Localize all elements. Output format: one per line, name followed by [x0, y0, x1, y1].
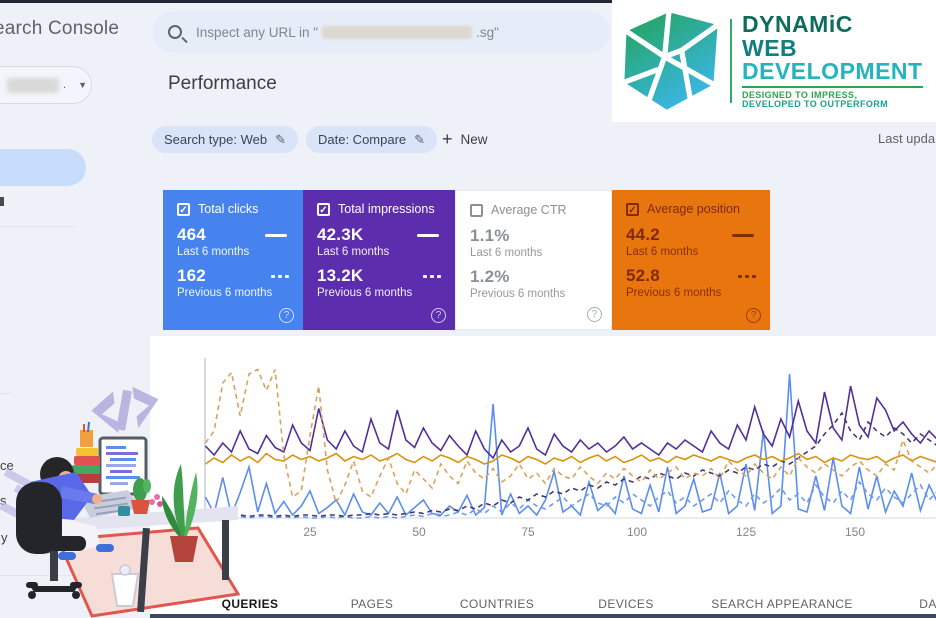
- tab-devices[interactable]: DEVICES: [598, 597, 654, 611]
- sidebar-text-fragment: [0, 197, 4, 206]
- series-average-position-last-6-months: [204, 452, 936, 465]
- url-inspect-search[interactable]: Inspect any URL in " .sg": [152, 11, 610, 53]
- help-icon[interactable]: ?: [279, 308, 294, 323]
- tab-countries[interactable]: COUNTRIES: [459, 597, 535, 611]
- dotted-line-marker-icon: [271, 274, 289, 278]
- code-symbol-icon: [91, 386, 159, 434]
- card-value-previous: 13.2K: [317, 266, 364, 285]
- shoe: [96, 544, 114, 552]
- shoe: [58, 552, 76, 560]
- logo-text: DYNAMiC WEB DEVELOPMENT DESIGNED TO IMPR…: [742, 11, 923, 109]
- page-title: Performance: [168, 73, 277, 94]
- tabs-bottom-border: [150, 614, 936, 618]
- browser-top-strip: [0, 0, 612, 3]
- x-tick-label: 125: [736, 525, 756, 539]
- code-on-screen: [106, 446, 140, 485]
- x-tick-label: 25: [303, 525, 317, 539]
- filter-search-type[interactable]: Search type: Web ✎: [152, 126, 298, 153]
- series-total-clicks-previous-6-months: [205, 480, 936, 519]
- series-total-clicks-last-6-months: [204, 373, 936, 518]
- sidebar-divider: [0, 226, 75, 227]
- card-value-previous: 52.8: [626, 266, 660, 285]
- redacted-property-name: [7, 77, 59, 93]
- series-total-impressions-previous-6-months: [205, 411, 936, 518]
- developer-at-desk-illustration: [0, 386, 240, 618]
- sidebar-item-fragment[interactable]: s: [0, 493, 7, 508]
- dotted-line-marker-icon: [738, 274, 756, 278]
- monitor: [98, 436, 148, 508]
- checkbox-icon[interactable]: ✓: [317, 202, 330, 216]
- series-average-position-previous-6-months: [204, 368, 936, 506]
- coffee-mug: [118, 506, 130, 516]
- card-label: Total clicks: [198, 202, 259, 216]
- checkbox-icon[interactable]: [470, 203, 483, 217]
- sidebar-divider: [0, 575, 78, 576]
- card-total-impressions[interactable]: ✓ Total impressions 42.3K Last 6 months 1…: [303, 190, 455, 330]
- x-tick-label: 100: [627, 525, 647, 539]
- trash-bin: [110, 564, 140, 607]
- logo-divider: [730, 19, 732, 103]
- series-total-impressions-last-6-months: [204, 385, 936, 460]
- search-placeholder: Inspect any URL in " .sg": [196, 24, 499, 40]
- desk: [74, 506, 238, 613]
- tab-search-appearance[interactable]: SEARCH APPEARANCE: [711, 597, 853, 611]
- card-value-previous: 162: [177, 266, 206, 285]
- sidebar-item-fragment[interactable]: ce: [0, 458, 14, 473]
- last-updated-label: Last upda: [878, 131, 936, 146]
- x-tick-label: 150: [845, 525, 865, 539]
- flowers: [149, 494, 163, 507]
- app-title: earch Console: [0, 18, 120, 39]
- card-label: Average CTR: [491, 203, 567, 217]
- help-icon[interactable]: ?: [746, 308, 761, 323]
- pencil-icon: ✎: [275, 131, 286, 147]
- metric-cards: ✓ Total clicks 464 Last 6 months 162 Prev…: [163, 190, 770, 330]
- help-icon[interactable]: ?: [587, 307, 602, 322]
- dwd-logo-mark-icon: [623, 11, 720, 111]
- sidebar-divider: [0, 393, 12, 394]
- solid-line-marker-icon: [732, 233, 754, 237]
- sidebar-item-fragment[interactable]: y: [1, 530, 8, 545]
- tab-queries[interactable]: QUERIES: [221, 597, 279, 611]
- new-filter-button[interactable]: + New: [442, 129, 488, 149]
- card-value-previous: 1.2%: [470, 267, 510, 286]
- dotted-line-marker-icon: [423, 274, 441, 278]
- card-value-current: 464: [177, 225, 206, 244]
- cactus-plant: [131, 478, 151, 514]
- performance-chart-panel: 25 50 75 100 125 150: [150, 336, 936, 618]
- plus-icon: +: [442, 129, 453, 149]
- checkbox-icon[interactable]: ✓: [626, 202, 639, 216]
- potted-plant: [162, 464, 198, 562]
- x-tick-label: 75: [521, 525, 535, 539]
- solid-line-marker-icon: [417, 233, 439, 237]
- chevron-down-icon: ▼: [78, 80, 87, 90]
- card-label: Total impressions: [338, 202, 435, 216]
- card-value-current: 44.2: [626, 225, 660, 244]
- redacted-domain: [322, 25, 473, 39]
- arm: [60, 486, 98, 504]
- dwd-logo: DYNAMiC WEB DEVELOPMENT DESIGNED TO IMPR…: [612, 0, 936, 122]
- office-chair: [16, 482, 86, 599]
- card-label: Average position: [647, 202, 740, 216]
- tab-pages[interactable]: PAGES: [350, 597, 394, 611]
- property-selector[interactable]: . ▼: [0, 66, 92, 104]
- card-average-ctr[interactable]: Average CTR 1.1% Last 6 months 1.2% Prev…: [455, 190, 612, 330]
- card-value-current: 1.1%: [470, 226, 510, 245]
- pencil-icon: ✎: [414, 131, 426, 147]
- performance-line-chart[interactable]: 25 50 75 100 125 150: [150, 336, 936, 618]
- x-tick-label: 50: [412, 525, 426, 539]
- tab-da[interactable]: DA: [919, 597, 936, 611]
- hand: [92, 494, 102, 504]
- help-icon[interactable]: ?: [431, 308, 446, 323]
- checkbox-icon[interactable]: ✓: [177, 202, 190, 216]
- card-average-position[interactable]: ✓ Average position 44.2 Last 6 months 52.…: [612, 190, 770, 330]
- search-icon: [168, 25, 182, 39]
- card-total-clicks[interactable]: ✓ Total clicks 464 Last 6 months 162 Prev…: [163, 190, 303, 330]
- solid-line-marker-icon: [265, 233, 287, 237]
- card-value-current: 42.3K: [317, 225, 364, 244]
- filter-date-compare[interactable]: Date: Compare ✎: [306, 126, 438, 153]
- sidebar-item-selected[interactable]: [0, 149, 86, 186]
